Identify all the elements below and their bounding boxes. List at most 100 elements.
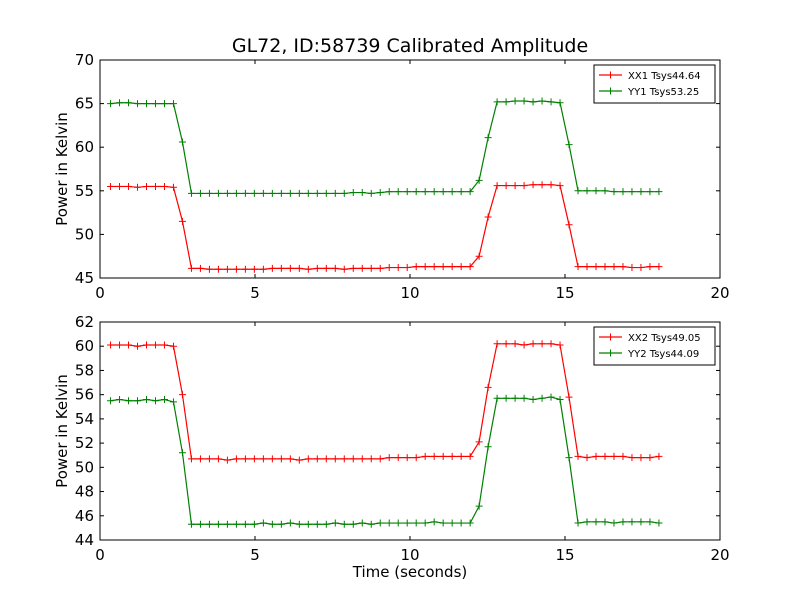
chart-1-series-1-point	[277, 264, 285, 272]
chart-1-series-2-point	[277, 189, 285, 197]
chart-2-series-1-point	[232, 455, 240, 463]
chart-2-x-tick-label: 5	[250, 546, 260, 564]
chart-1-series-1-point	[448, 263, 456, 271]
chart-2-series-1-point	[394, 454, 402, 462]
chart-1-series-1-point	[574, 263, 582, 271]
chart-1-series-1-point	[601, 263, 609, 271]
chart-2-series-2-point	[160, 396, 168, 404]
chart-2-series-2-point	[250, 520, 258, 528]
chart-2-series-1-point	[116, 341, 124, 349]
chart-2-y-tick-label: 52	[75, 434, 94, 452]
chart-2-series-2-point	[619, 518, 627, 526]
chart-1-series-1-point	[143, 182, 150, 190]
chart-1-series-2-point	[484, 134, 492, 142]
chart-2-series-2-point	[134, 397, 142, 405]
chart-2-series-1-point	[466, 452, 474, 460]
chart-2-series-2-point	[511, 394, 519, 402]
chart-1-series-1-point	[259, 265, 267, 273]
chart-2-series-1-point	[457, 452, 465, 460]
chart-2-series-2-point	[214, 520, 222, 528]
chart-2-series-2-point	[187, 520, 195, 528]
chart-2-series-1-point	[430, 452, 438, 460]
chart-1-series-2-point	[412, 188, 420, 196]
chart-1-series-2-point	[421, 188, 429, 196]
chart-2-legend-entry-1: XX2 Tsys49.05	[599, 333, 701, 344]
chart-1-series-2-point	[448, 188, 456, 196]
chart-2-y-tick-label: 54	[75, 410, 94, 428]
chart-2-series-2-point	[466, 519, 474, 527]
chart-2-x-tick-label: 20	[710, 546, 729, 564]
chart-1-series-2-point	[439, 188, 447, 196]
chart-2-series-2-point	[151, 397, 159, 405]
chart-1-y-tick-label: 45	[75, 269, 94, 287]
chart-1-x-tick-label: 20	[710, 284, 729, 302]
chart-1-series-2-point	[385, 188, 393, 196]
chart-2-series-1-point	[574, 452, 582, 460]
chart-2-series-2-line	[110, 396, 660, 525]
chart-1-series-2-point	[107, 100, 115, 108]
chart-1-series-1-point	[178, 217, 186, 225]
chart-1-series-1-line	[110, 184, 659, 270]
chart-1-series-2-point	[556, 99, 564, 107]
chart-1-legend-label: YY1 Tsys53.25	[627, 87, 699, 98]
chart-2-series-1-point	[637, 454, 645, 462]
chart-1-series-2-point	[259, 189, 267, 197]
chart-1-series-1-point	[250, 265, 258, 273]
chart-2-series-1-point	[556, 341, 564, 349]
chart-2-series-2-point	[295, 520, 303, 528]
chart-1-series-2-line	[110, 100, 659, 195]
chart-1: GL72, ID:58739 Calibrated Amplitude 0 5 10 1…	[53, 35, 730, 302]
chart-2-series-2-point	[610, 519, 618, 527]
chart-1-series-1-point	[322, 264, 330, 272]
chart-1-series-1-point	[619, 263, 627, 271]
chart-2-series-2-point	[313, 520, 321, 528]
chart-2: 0 5 10 15 20 44 46 48 50 52 54 56 58 60 62 Power in Kel…	[53, 313, 730, 581]
chart-2-series-2-point	[178, 449, 186, 457]
chart-2-series-2-point	[196, 520, 204, 528]
chart-2-series-1-point	[358, 455, 366, 463]
chart-1-series-1-point	[134, 183, 142, 191]
chart-2-series-1-point	[547, 340, 555, 348]
chart-2-series-1-point	[178, 391, 186, 399]
chart-1-series-1-markers	[107, 181, 663, 273]
chart-2-legend-box	[593, 326, 716, 366]
chart-1-series-2-point	[619, 188, 627, 196]
chart-1-series-1-point	[196, 264, 204, 272]
chart-1-series-2-point	[457, 188, 465, 196]
chart-2-series-1-point	[169, 342, 177, 350]
chart-1-y-tick-label: 70	[75, 51, 94, 69]
chart-2-series-1-point	[511, 340, 519, 348]
chart-2-y-tick-label: 50	[75, 458, 94, 476]
chart-2-y-axis-label: Power in Kelvin	[53, 374, 71, 488]
chart-1-series-1-point	[421, 263, 429, 271]
chart-2-series-1-point	[376, 455, 384, 463]
chart-1-series-2-point	[286, 189, 294, 197]
chart-2-series-2-point	[421, 519, 429, 527]
chart-1-series-1-point	[610, 263, 618, 271]
chart-2-series-2-point	[628, 518, 636, 526]
chart-1-series-1-point	[286, 264, 294, 272]
chart-2-series-2-point	[268, 520, 276, 528]
chart-1-series-1-point	[349, 264, 357, 272]
chart-2-series-2-point	[125, 397, 133, 405]
chart-1-series-2-point	[232, 189, 240, 197]
chart-2-series-1-point	[268, 455, 276, 463]
chart-1-series-2-point	[547, 98, 555, 106]
chart-1-series-2-point	[313, 189, 321, 197]
chart-2-series-2-point	[358, 519, 366, 527]
chart-1-series-2-point	[574, 187, 582, 195]
chart-1-series-1-point	[214, 265, 222, 273]
chart-1-series-2-point	[214, 189, 222, 197]
chart-2-series-2-point	[322, 520, 330, 528]
chart-2-series-2-point	[583, 518, 591, 526]
chart-2-series-1-point	[277, 455, 285, 463]
chart-2-series-2-point	[241, 520, 249, 528]
chart-1-series-1-point	[475, 252, 483, 260]
chart-1-series-2-point	[250, 189, 258, 197]
chart-2-series-2-point	[547, 393, 555, 401]
chart-1-series-1-point	[169, 183, 177, 191]
chart-2-legend-swatch-marker	[607, 333, 614, 341]
chart-1-series-2-point	[331, 189, 339, 197]
chart-2-series-2-point	[412, 519, 420, 527]
